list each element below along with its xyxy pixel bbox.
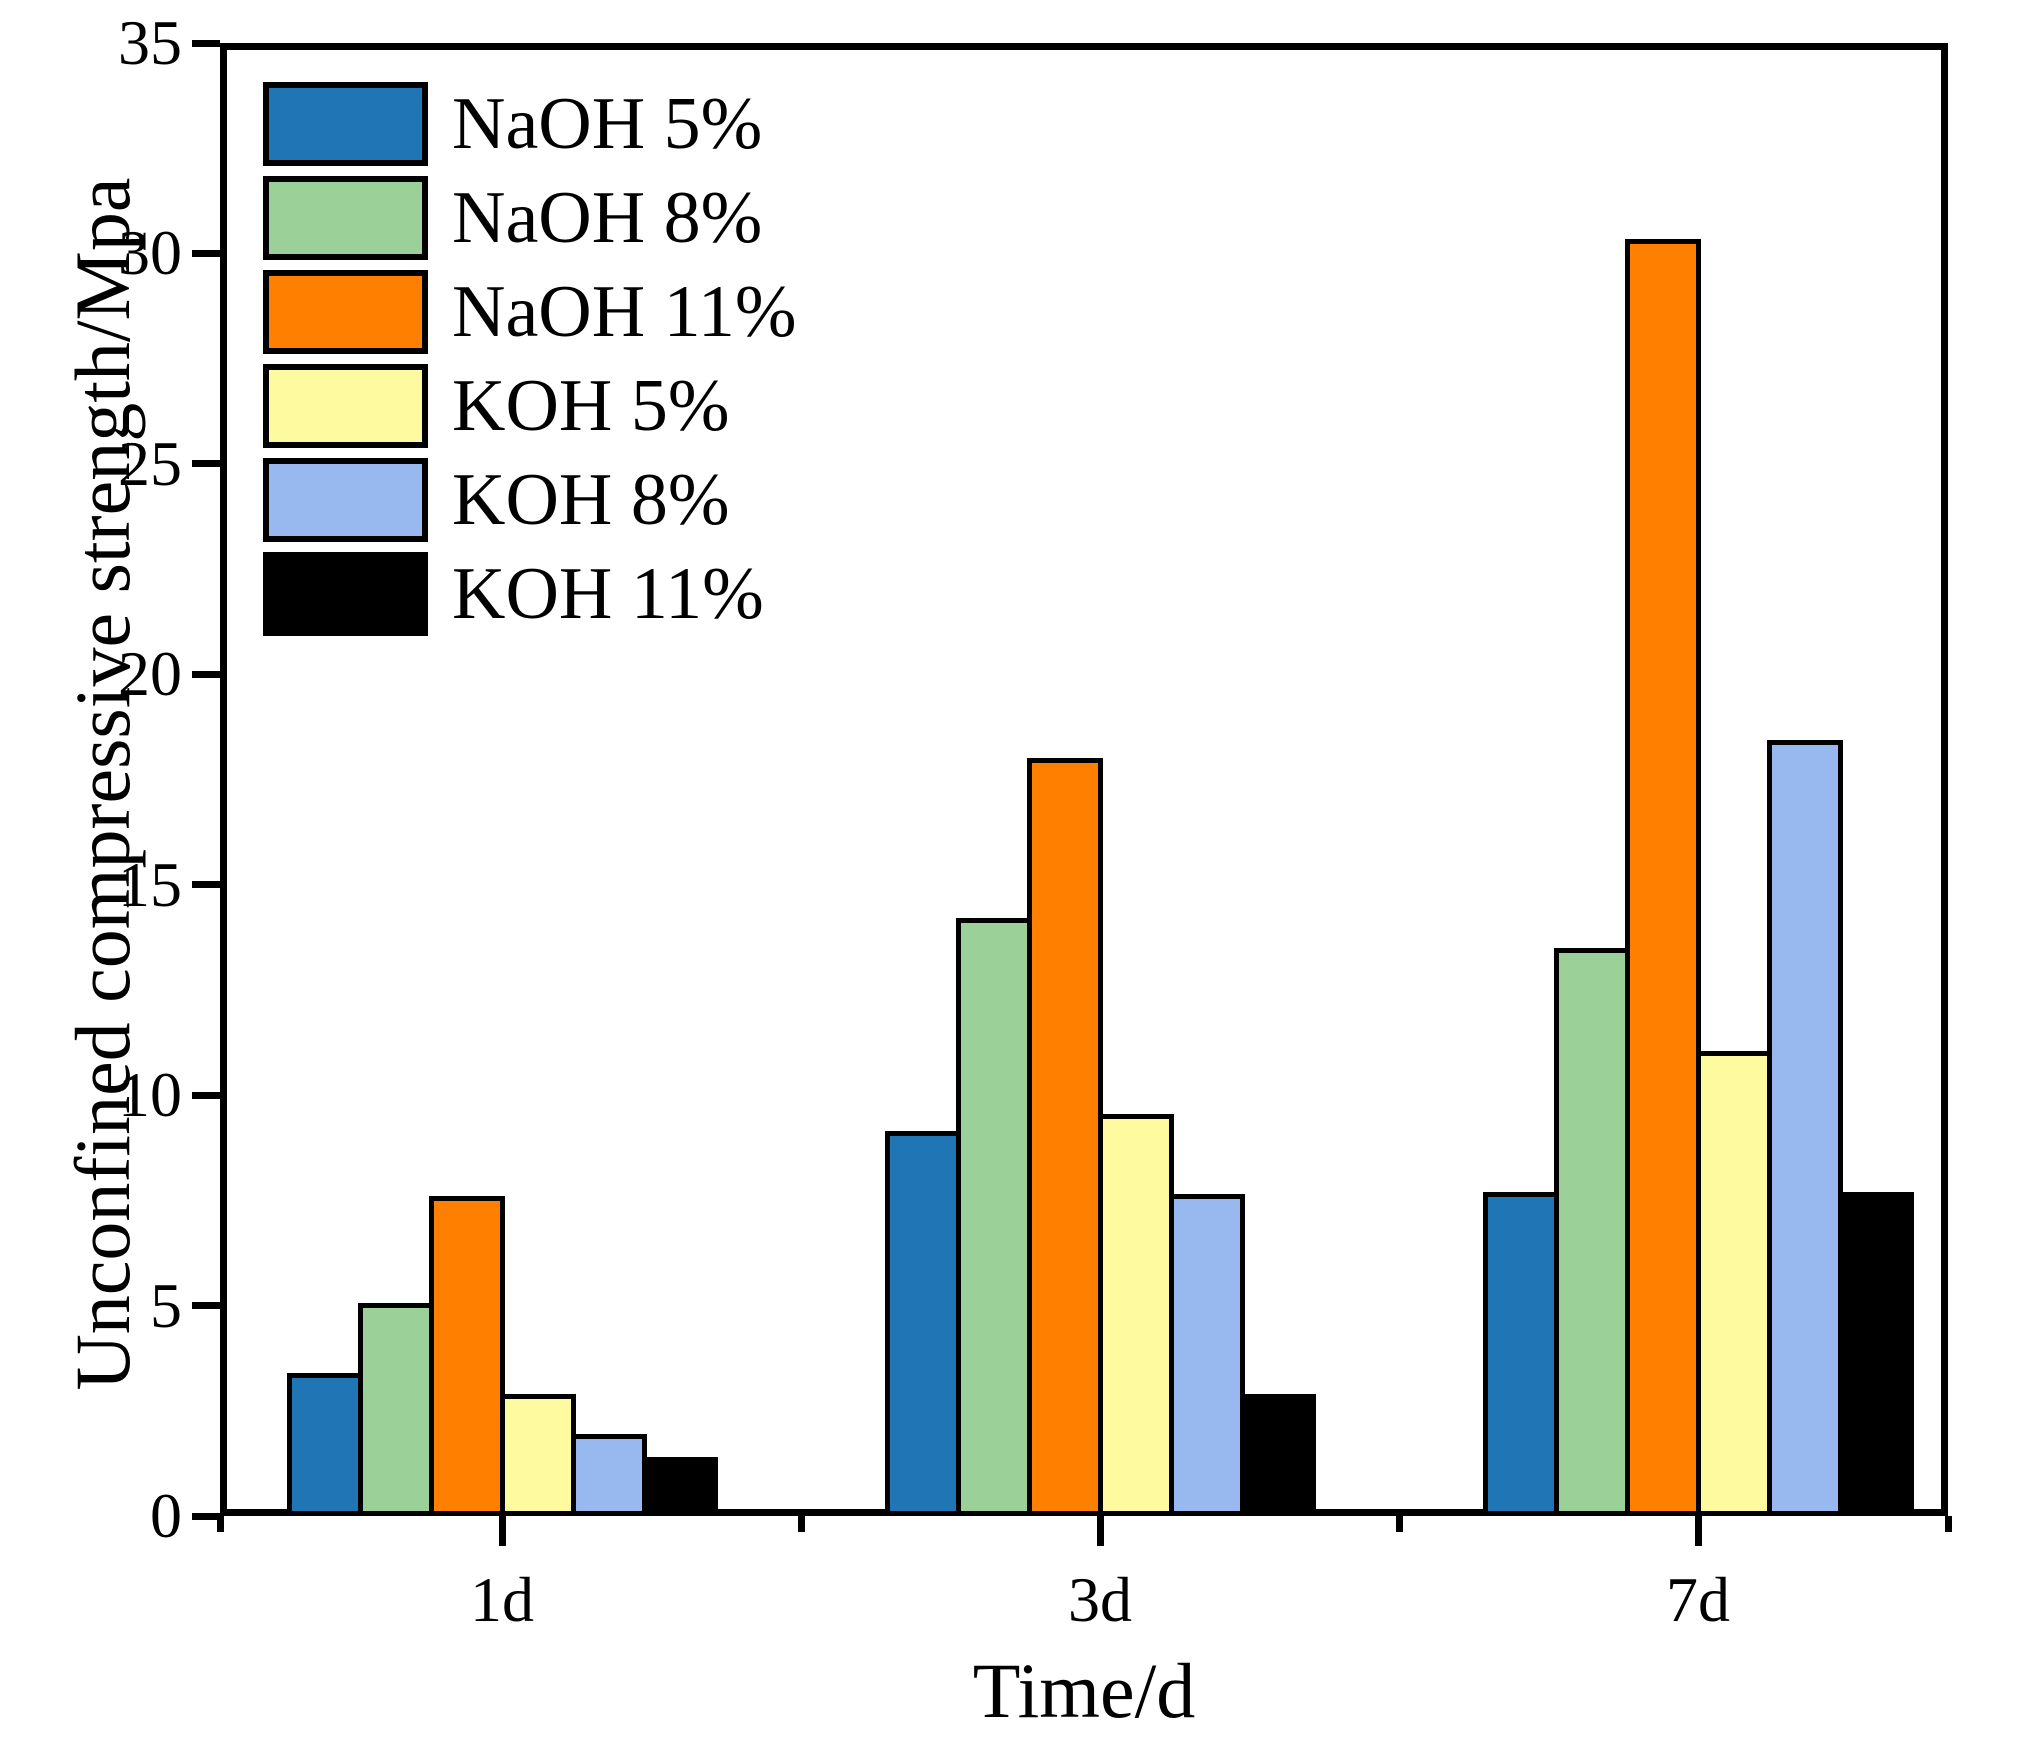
y-tick-label-15: 15 bbox=[118, 848, 182, 920]
y-tick-mark-0 bbox=[192, 1512, 220, 1520]
legend-swatch-naoh-8pct bbox=[263, 176, 428, 260]
bar-7d-koh-11pct bbox=[1837, 1191, 1914, 1516]
y-tick-label-0: 0 bbox=[150, 1480, 182, 1551]
bar-7d-naoh-5pct bbox=[1482, 1191, 1559, 1516]
bar-1d-naoh-8pct bbox=[357, 1303, 434, 1516]
bar-1d-naoh-11pct bbox=[428, 1196, 505, 1516]
legend-swatch-koh-8pct bbox=[263, 458, 428, 542]
legend-label-koh-8pct: KOH 8% bbox=[452, 459, 730, 541]
y-tick-mark-5 bbox=[192, 1302, 220, 1310]
x-minor-tick-3 bbox=[1944, 1516, 1952, 1532]
x-tick-mark-7d bbox=[1694, 1516, 1702, 1546]
y-tick-mark-35 bbox=[192, 39, 220, 47]
y-tick-label-35: 35 bbox=[118, 7, 182, 78]
y-tick-mark-15 bbox=[192, 881, 220, 889]
legend-swatch-naoh-5pct bbox=[263, 82, 428, 166]
legend-swatch-koh-11pct bbox=[263, 552, 428, 636]
x-minor-tick-0 bbox=[797, 1516, 805, 1532]
bar-1d-koh-11pct bbox=[641, 1457, 718, 1516]
y-tick-mark-30 bbox=[192, 249, 220, 257]
x-minor-tick-2 bbox=[216, 1516, 224, 1532]
x-tick-label-7d: 7d bbox=[1666, 1564, 1730, 1635]
bar-7d-koh-5pct bbox=[1695, 1050, 1772, 1516]
y-tick-label-30: 30 bbox=[118, 217, 182, 289]
x-axis-title: Time/d bbox=[972, 1647, 1196, 1734]
bar-3d-naoh-5pct bbox=[884, 1130, 961, 1516]
y-tick-label-20: 20 bbox=[118, 638, 182, 710]
x-tick-mark-1d bbox=[498, 1516, 506, 1546]
x-tick-label-1d: 1d bbox=[470, 1564, 534, 1635]
bar-3d-koh-5pct bbox=[1097, 1114, 1174, 1516]
legend-swatch-naoh-11pct bbox=[263, 270, 428, 354]
legend-label-naoh-11pct: NaOH 11% bbox=[452, 271, 797, 353]
bar-7d-naoh-8pct bbox=[1553, 947, 1630, 1516]
y-axis-title: Unconfined compressive strength/Mpa bbox=[59, 177, 146, 1391]
x-tick-label-3d: 3d bbox=[1068, 1564, 1132, 1635]
bar-1d-koh-8pct bbox=[570, 1433, 647, 1516]
bar-3d-koh-11pct bbox=[1239, 1393, 1316, 1516]
legend-label-koh-11pct: KOH 11% bbox=[452, 553, 764, 635]
y-tick-label-5: 5 bbox=[150, 1269, 182, 1341]
bar-3d-naoh-11pct bbox=[1026, 758, 1103, 1516]
y-tick-label-25: 25 bbox=[118, 427, 182, 499]
bar-1d-naoh-5pct bbox=[286, 1372, 363, 1516]
bar-3d-naoh-8pct bbox=[955, 918, 1032, 1516]
y-tick-label-10: 10 bbox=[118, 1059, 182, 1131]
legend-label-koh-5pct: KOH 5% bbox=[452, 365, 730, 447]
legend-label-naoh-5pct: NaOH 5% bbox=[452, 83, 763, 165]
y-tick-mark-25 bbox=[192, 460, 220, 468]
bar-1d-koh-5pct bbox=[499, 1393, 576, 1516]
bar-3d-koh-8pct bbox=[1168, 1194, 1245, 1516]
legend-swatch-koh-5pct bbox=[263, 364, 428, 448]
bar-7d-naoh-11pct bbox=[1624, 238, 1701, 1516]
bar-7d-koh-8pct bbox=[1766, 739, 1843, 1516]
y-tick-mark-20 bbox=[192, 670, 220, 678]
x-minor-tick-1 bbox=[1395, 1516, 1403, 1532]
x-tick-mark-3d bbox=[1096, 1516, 1104, 1546]
y-tick-mark-10 bbox=[192, 1091, 220, 1099]
legend-label-naoh-8pct: NaOH 8% bbox=[452, 177, 763, 259]
